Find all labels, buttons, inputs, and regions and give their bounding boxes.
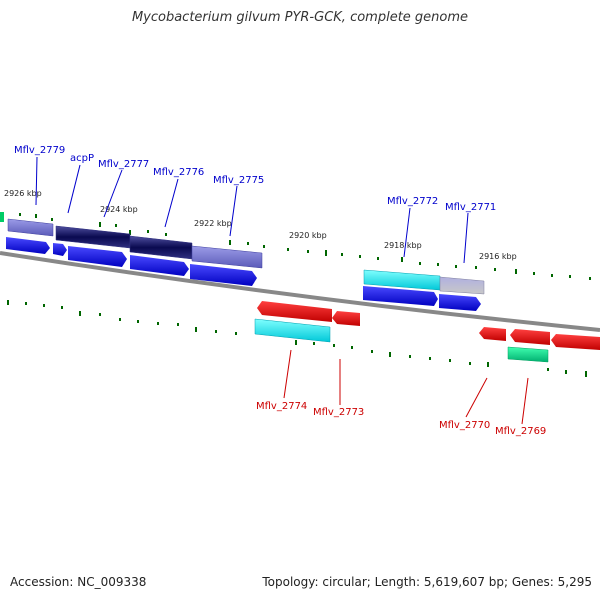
gene-box bbox=[7, 218, 54, 237]
forward-gene-labels: Mflv_2779 acpP Mflv_2777 Mflv_2776 Mflv_… bbox=[14, 145, 496, 213]
gene-label-mflv-2771: Mflv_2771 bbox=[445, 202, 496, 213]
gene-label-mflv-2775: Mflv_2775 bbox=[213, 175, 264, 186]
gene-label-mflv-2777: Mflv_2777 bbox=[98, 159, 149, 170]
scale-label: 2924 kbp bbox=[100, 205, 138, 214]
forward-gene-arrow bbox=[190, 264, 257, 286]
scale-label: 2918 kbp bbox=[384, 241, 422, 250]
gene-box bbox=[363, 269, 441, 291]
gene-box bbox=[439, 276, 485, 295]
gene-label-mflv-2774: Mflv_2774 bbox=[256, 401, 307, 412]
reverse-leader-lines bbox=[283, 349, 529, 425]
forward-gene-arrow bbox=[130, 255, 189, 276]
gene-box bbox=[507, 346, 549, 363]
outer-ticks bbox=[1, 213, 591, 280]
gene-label-mflv-2776: Mflv_2776 bbox=[153, 167, 204, 178]
reverse-feature-boxes bbox=[254, 318, 549, 363]
inner-ticks bbox=[7, 300, 587, 377]
scale-label: 2926 kbp bbox=[4, 189, 42, 198]
gene-box bbox=[129, 235, 193, 260]
gene-label-acpp: acpP bbox=[70, 153, 94, 164]
reverse-gene-arrow bbox=[332, 311, 360, 326]
reverse-gene-arrow bbox=[257, 301, 332, 322]
forward-feature-boxes bbox=[0, 212, 485, 295]
gene-box bbox=[191, 245, 263, 269]
gene-box bbox=[254, 318, 331, 343]
forward-gene-arrow bbox=[363, 286, 438, 306]
reverse-arrows bbox=[257, 301, 600, 350]
genome-summary-text: Topology: circular; Length: 5,619,607 bp… bbox=[262, 575, 592, 589]
gene-label-mflv-2772: Mflv_2772 bbox=[387, 196, 438, 207]
map-title: Mycobacterium gilvum PYR-GCK, complete g… bbox=[131, 10, 469, 25]
gene-label-mflv-2773: Mflv_2773 bbox=[313, 407, 364, 418]
reverse-gene-arrow bbox=[510, 329, 550, 345]
scale-label: 2920 kbp bbox=[289, 231, 327, 240]
reverse-gene-labels: Mflv_2774 Mflv_2773 Mflv_2770 Mflv_2769 bbox=[256, 401, 546, 437]
scale-label: 2922 kbp bbox=[194, 219, 232, 228]
forward-arrows bbox=[6, 237, 481, 311]
gene-box bbox=[0, 212, 4, 222]
forward-leader-lines bbox=[35, 156, 469, 264]
reverse-gene-arrow bbox=[551, 334, 600, 350]
forward-gene-arrow bbox=[6, 237, 50, 254]
forward-gene-arrow bbox=[53, 243, 67, 256]
forward-gene-arrow bbox=[439, 294, 481, 311]
accession-text: Accession: NC_009338 bbox=[10, 575, 147, 589]
reverse-gene-arrow bbox=[479, 327, 506, 341]
genome-backbone bbox=[0, 251, 600, 332]
scale-labels: 2926 kbp 2924 kbp 2922 kbp 2920 kbp 2918… bbox=[4, 189, 517, 261]
gene-label-mflv-2769: Mflv_2769 bbox=[495, 426, 546, 437]
forward-gene-arrow bbox=[68, 246, 127, 267]
scale-label: 2916 kbp bbox=[479, 252, 517, 261]
gene-label-mflv-2779: Mflv_2779 bbox=[14, 145, 65, 156]
gene-label-mflv-2770: Mflv_2770 bbox=[439, 420, 490, 431]
gene-box bbox=[55, 225, 131, 249]
